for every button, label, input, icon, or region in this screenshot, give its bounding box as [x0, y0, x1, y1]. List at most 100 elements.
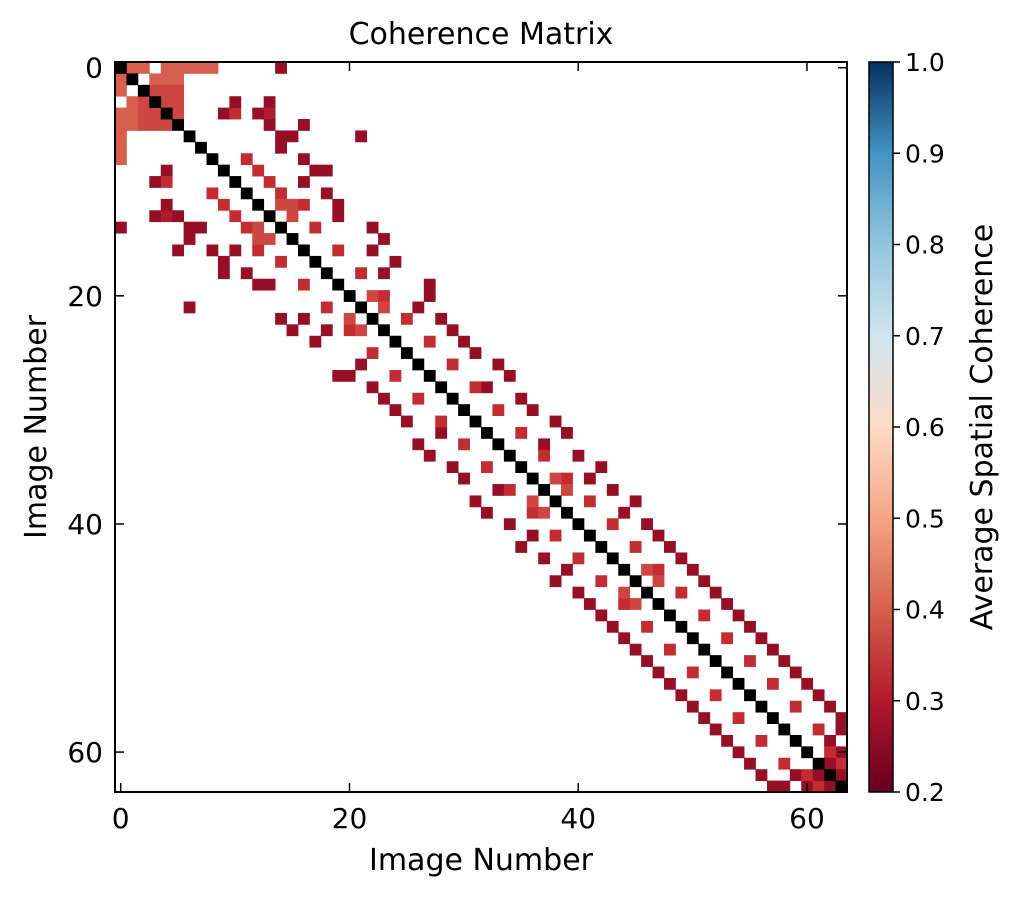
diagonal-cell: [412, 358, 425, 371]
heatmap-cell: [206, 187, 219, 200]
heatmap-cell: [583, 495, 596, 508]
heatmap-cell: [538, 438, 551, 451]
heatmap-cell: [309, 164, 322, 177]
y-axis-ticks: 0 20 40 60: [67, 52, 847, 769]
heatmap-cell: [263, 119, 276, 131]
heatmap-cell: [812, 723, 825, 736]
heatmap-cell: [709, 689, 722, 702]
heatmap-cell: [526, 404, 539, 416]
heatmap-cell: [766, 677, 779, 690]
heatmap-cell: [835, 769, 848, 781]
diagonal-cell: [252, 198, 265, 211]
heatmap-cell: [549, 472, 562, 485]
heatmap-cell: [606, 484, 619, 496]
chart-title: Coherence Matrix: [349, 17, 614, 52]
heatmap-cell: [252, 164, 265, 177]
heatmap-cell: [366, 347, 379, 359]
diagonal-cell: [275, 221, 287, 234]
heatmap-cell: [378, 267, 390, 280]
diagonal-cell: [423, 369, 436, 382]
colorbar-tick-label: 0.2: [905, 778, 945, 807]
heatmap-cell: [503, 518, 516, 531]
heatmap-cells: [115, 62, 848, 793]
heatmap-cell: [298, 176, 310, 188]
heatmap-cell: [309, 335, 322, 348]
heatmap-cell: [332, 198, 345, 211]
diagonal-cell: [286, 233, 299, 245]
diagonal-cell: [458, 404, 470, 416]
heatmap-cell: [458, 438, 470, 451]
heatmap-cell: [446, 461, 459, 474]
heatmap-cell: [629, 541, 642, 553]
heatmap-cell: [263, 96, 276, 109]
heatmap-cell: [217, 255, 230, 268]
heatmap-cell: [229, 96, 242, 109]
heatmap-cell: [515, 541, 528, 553]
heatmap-cell: [698, 609, 711, 622]
heatmap-cell: [217, 198, 230, 211]
heatmap-cell: [378, 233, 390, 245]
diagonal-cell: [469, 415, 482, 428]
heatmap-cell: [263, 176, 276, 188]
heatmap-cell: [641, 563, 653, 576]
heatmap-cell: [172, 210, 185, 223]
colorbar-label: Average Spatial Coherence: [965, 224, 1000, 630]
heatmap-cell: [664, 677, 676, 690]
heatmap-cell: [675, 552, 688, 565]
diagonal-cell: [126, 73, 139, 86]
diagonal-cell: [149, 96, 162, 109]
heatmap-cell: [618, 632, 631, 645]
diagonal-cell: [229, 176, 242, 188]
heatmap-cell: [698, 575, 711, 588]
heatmap-cell: [298, 278, 310, 291]
heatmap-cell: [664, 643, 676, 656]
heatmap-cell: [320, 187, 333, 200]
diagonal-cell: [446, 392, 459, 405]
heatmap-cell: [378, 392, 390, 405]
heatmap-cell: [675, 586, 688, 599]
heatmap-cell: [789, 666, 802, 679]
diagonal-cell: [812, 757, 825, 770]
heatmap-cell: [378, 290, 390, 302]
heatmap-cell: [766, 780, 779, 793]
heatmap-cell: [412, 301, 425, 314]
heatmap-cell: [824, 734, 836, 747]
heatmap-cell: [755, 769, 768, 781]
heatmap-cell: [298, 312, 310, 325]
heatmap-cell: [503, 484, 516, 496]
diagonal-cell: [641, 586, 653, 599]
heatmap-cell: [732, 712, 745, 724]
diagonal-cell: [492, 438, 505, 451]
heatmap-cell: [126, 107, 139, 120]
heatmap-cell: [275, 62, 287, 74]
heatmap-cell: [515, 427, 528, 439]
diagonal-cell: [309, 255, 322, 268]
colorbar-ticks: 1.0 0.9 0.8 0.7 0.6 0.5 0.4 0.3 0.2: [893, 48, 945, 807]
heatmap-cell: [835, 723, 848, 736]
heatmap-cell: [275, 198, 287, 211]
heatmap-cell: [492, 358, 505, 371]
heatmap-cell: [835, 712, 848, 724]
heatmap-cell: [172, 84, 185, 97]
heatmap-cell: [115, 141, 127, 154]
heatmap-cell: [526, 529, 539, 542]
diagonal-cell: [435, 381, 448, 394]
heatmap-cell: [549, 529, 562, 542]
colorbar-tick-label: 0.8: [905, 231, 945, 260]
diagonal-cell: [561, 506, 573, 519]
heatmap-cell: [629, 495, 642, 508]
diagonal-cell: [503, 449, 516, 462]
diagonal-cell: [240, 187, 253, 200]
heatmap-cell: [481, 381, 493, 394]
heatmap-cell: [126, 62, 139, 74]
heatmap-cell: [195, 62, 207, 74]
diagonal-cell: [549, 495, 562, 508]
heatmap-cell: [812, 769, 825, 781]
heatmap-cell: [423, 335, 436, 348]
heatmap-cell: [240, 153, 253, 166]
diagonal-cell: [526, 472, 539, 485]
heatmap-cell: [115, 73, 127, 86]
heatmap-cell: [286, 130, 299, 143]
heatmap-cell: [778, 780, 791, 793]
heatmap-cell: [744, 655, 756, 667]
